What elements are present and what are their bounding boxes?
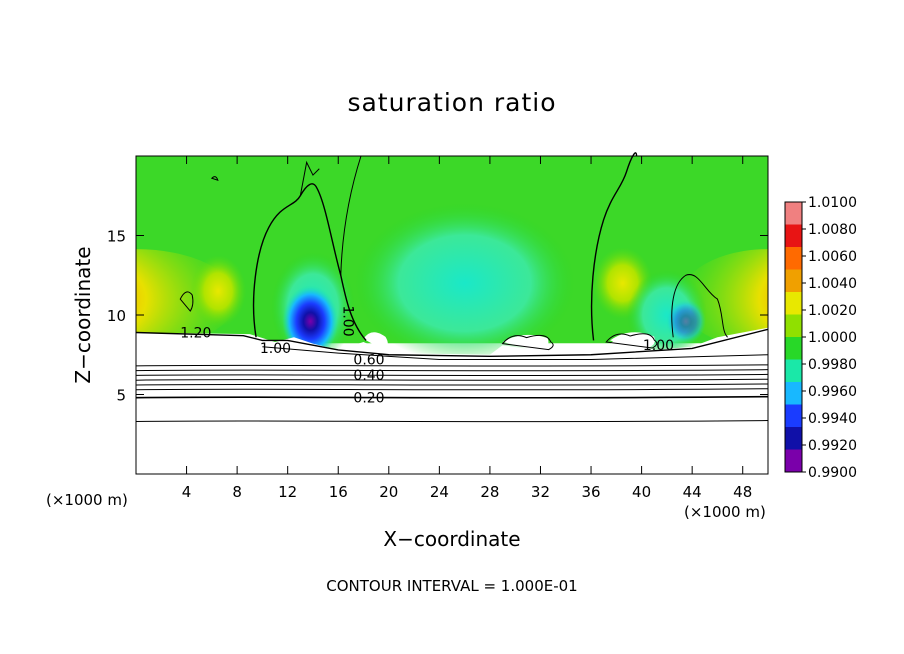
contour-line <box>135 395 769 399</box>
contour-line-1-20 <box>135 328 769 358</box>
cloud-puff-left <box>363 332 388 349</box>
x-tick-label: 8 <box>232 483 242 501</box>
contour-lines <box>135 152 769 423</box>
colorbar-label: 0.9920 <box>808 438 857 454</box>
contour-line-cloud-left-top <box>340 155 362 276</box>
contour-line <box>135 369 769 372</box>
colorbar-swatch <box>785 359 802 383</box>
stable-layer <box>136 327 768 474</box>
contour-line-small-left <box>179 291 194 312</box>
y-tick-label: 10 <box>107 307 126 325</box>
colorbar-label: 1.0060 <box>808 249 857 265</box>
contour-label: 1.00 <box>643 338 674 354</box>
contour-line <box>135 388 769 391</box>
colorbar-swatch <box>785 449 802 473</box>
x-tick-label: 20 <box>379 483 398 501</box>
x-tick-label: 4 <box>182 483 192 501</box>
contour-label: 0.60 <box>353 352 384 368</box>
contour-line-puff-right <box>605 333 658 349</box>
y-tick-label: 15 <box>107 228 126 246</box>
colorbar-swatch <box>785 427 802 450</box>
contour-interval-note: CONTOUR INTERVAL = 1.000E-01 <box>326 577 578 595</box>
x-tick-label: 16 <box>329 483 348 501</box>
cloud-puff-center <box>502 334 549 351</box>
contour-line-puff-center <box>501 334 554 351</box>
colorbar-swatch <box>785 337 802 360</box>
colorbar-label: 1.0040 <box>808 276 857 292</box>
contour-label: 0.40 <box>353 368 384 384</box>
colorbar-swatch <box>785 202 802 225</box>
contour-label: 1.00 <box>260 341 291 357</box>
colorbar-swatch <box>785 247 802 270</box>
x-tick-label: 36 <box>581 483 600 501</box>
colorbar-label: 0.9960 <box>808 384 857 400</box>
x-unit-label-left: (×1000 m) <box>46 491 128 509</box>
contour-line-cloud-left-top-b <box>299 160 320 196</box>
subsaturated-core-right <box>665 299 706 344</box>
colorbar-swatch <box>785 314 802 338</box>
x-tick-label: 48 <box>733 483 752 501</box>
contour-line-cloud-left <box>252 183 367 341</box>
colorbar-swatch <box>785 292 802 315</box>
x-tick-label: 40 <box>632 483 651 501</box>
colorbar-label: 1.0100 <box>808 195 857 211</box>
contour-line <box>135 420 769 423</box>
x-tick-label: 44 <box>683 483 702 501</box>
colorbar-label: 1.0000 <box>808 330 857 346</box>
x-axis-label: X−coordinate <box>383 527 521 551</box>
colorbar-swatch <box>785 269 802 293</box>
x-tick-label: 24 <box>430 483 449 501</box>
contour-line <box>135 383 769 386</box>
chart-title: saturation ratio <box>347 88 557 117</box>
contour-label: 1.00 <box>339 305 355 336</box>
x-tick-label: 32 <box>531 483 550 501</box>
colorbar-label: 0.9940 <box>808 411 857 427</box>
contour-label: 1.20 <box>180 325 211 341</box>
colorbar-label: 1.0080 <box>808 222 857 238</box>
colorbar: 1.0100 1.0080 1.0060 1.0040 1.0020 1.0000 0.99… <box>784 195 857 481</box>
colorbar-swatch <box>785 404 802 428</box>
contour-labels: 1.20 1.00 1.00 0.600.40 0.20 1.00 <box>180 305 674 406</box>
colorbar-label: 0.9900 <box>808 465 857 481</box>
contour-line-cloud-right <box>590 152 638 341</box>
colorbar-swatch <box>785 382 802 405</box>
colorbar-label: 1.0020 <box>808 303 857 319</box>
contour-line-1-00-base <box>262 346 769 361</box>
x-tick-label: 12 <box>278 483 297 501</box>
moist-region-a <box>190 255 247 328</box>
colorbar-label: 0.9980 <box>808 357 857 373</box>
y-tick-label: 5 <box>116 387 126 405</box>
x-tick-label: 28 <box>480 483 499 501</box>
cloud-puff-right <box>610 332 655 349</box>
contour-line <box>135 373 769 377</box>
contour-line-tiny <box>210 176 219 182</box>
saturation-field <box>136 156 768 474</box>
contour-line <box>135 364 769 367</box>
x-unit-label-right: (×1000 m) <box>684 503 766 521</box>
contour-label: 0.20 <box>353 390 384 406</box>
contour-line-cloud-right-b <box>671 274 728 338</box>
cool-region-center <box>354 203 575 364</box>
contour-line <box>135 378 769 381</box>
colorbar-swatch <box>785 224 802 248</box>
